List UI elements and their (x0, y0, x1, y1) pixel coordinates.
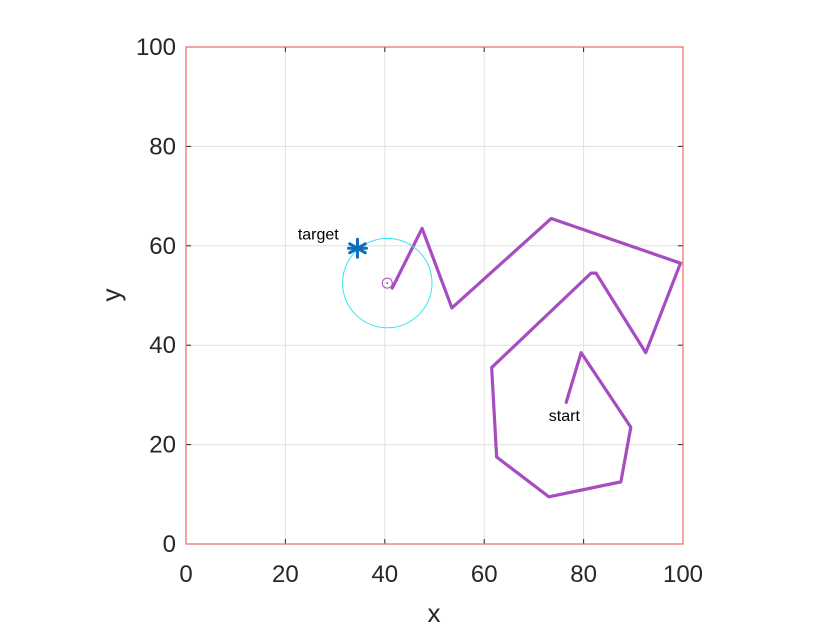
grid-lines (186, 47, 683, 544)
trajectory-line (390, 216, 683, 499)
start-label: start (549, 408, 581, 425)
y-tick-label: 80 (149, 133, 176, 160)
vehicle-marker (381, 277, 393, 289)
x-tick-label: 20 (272, 561, 299, 588)
x-tick-label: 80 (570, 561, 597, 588)
y-tick-label: 40 (149, 332, 176, 359)
x-tick-label: 60 (471, 561, 498, 588)
plot-background (186, 47, 683, 544)
y-tick-labels: 0 20 40 60 80 100 (136, 34, 176, 558)
y-tick-label: 100 (136, 34, 176, 61)
y-axis-label: y (96, 289, 126, 302)
y-tick-label: 20 (149, 432, 176, 459)
x-tick-labels: 0 20 40 60 80 100 (179, 561, 703, 588)
x-axis-label: x (428, 598, 441, 628)
plot-frame (185, 46, 684, 545)
y-tick-label: 0 (163, 531, 176, 558)
x-tick-label: 40 (371, 561, 398, 588)
sensor-range-circle (342, 237, 433, 329)
target-label: target (298, 226, 339, 243)
x-tick-label: 100 (663, 561, 703, 588)
vehicle-center-dot (386, 282, 389, 285)
target-marker (346, 237, 368, 259)
x-tick-label: 0 (179, 561, 192, 588)
y-tick-label: 60 (149, 233, 176, 260)
